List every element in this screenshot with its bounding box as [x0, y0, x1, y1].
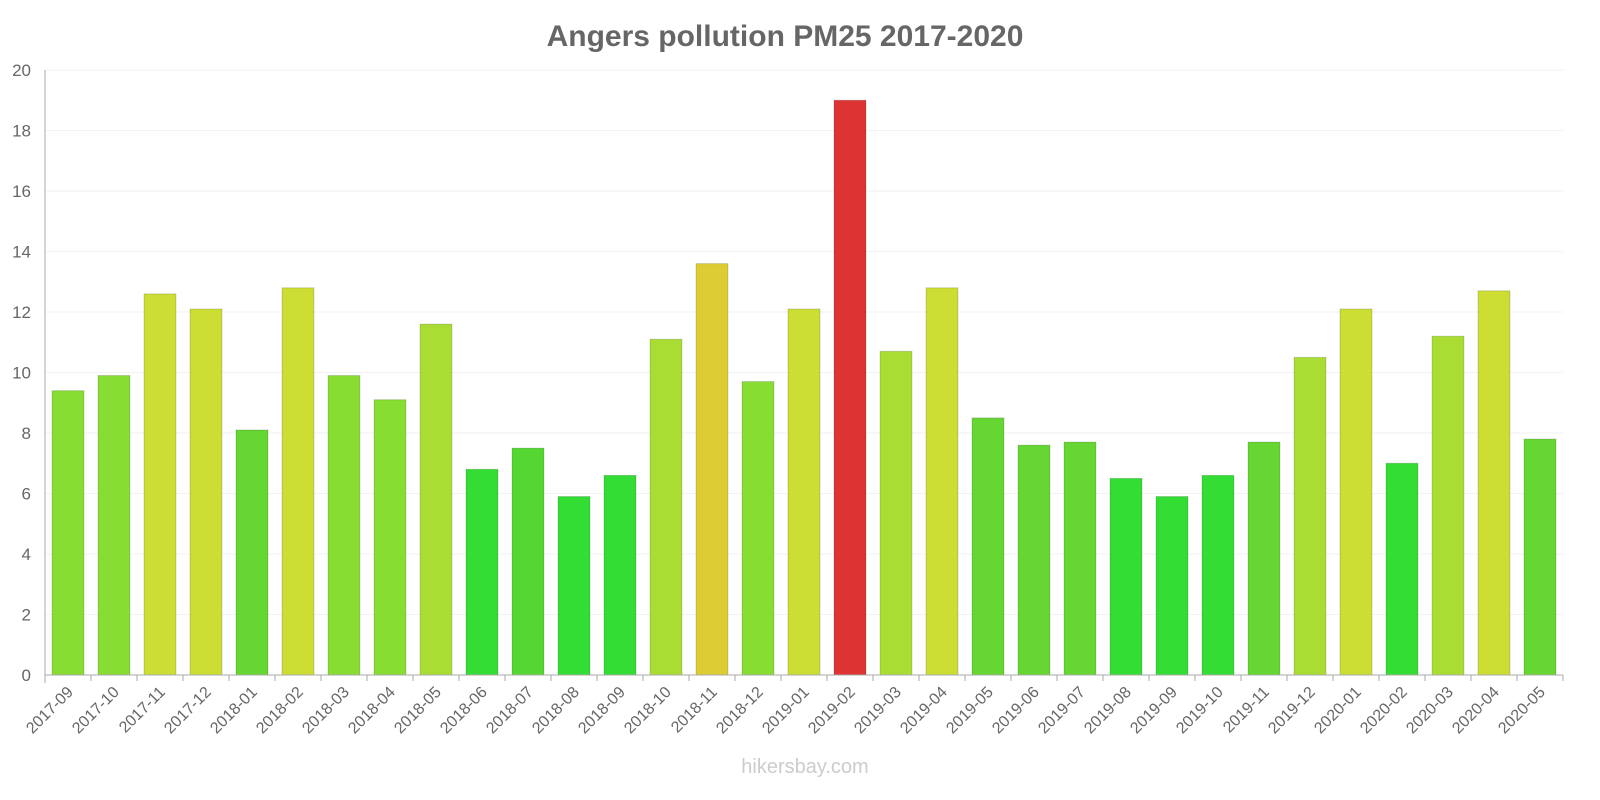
bar-2019-11 [1247, 441, 1281, 676]
x-tick-label: 2019-12 [1265, 684, 1319, 738]
y-tick-label: 0 [22, 666, 31, 685]
x-tick-label: 2019-01 [759, 684, 813, 738]
x-tick-label: 2017-12 [161, 684, 215, 738]
bar-2019-06 [1017, 444, 1051, 676]
x-tick-label: 2019-03 [851, 684, 905, 738]
bar-2020-01 [1339, 308, 1373, 676]
bars [51, 99, 1557, 676]
x-tick-label: 2017-10 [69, 684, 123, 738]
y-tick-label: 12 [12, 303, 31, 322]
x-tick-label: 2018-07 [483, 684, 537, 738]
bar-2019-09 [1155, 496, 1189, 676]
watermark: hikersbay.com [741, 756, 868, 778]
y-tick-label: 6 [22, 485, 31, 504]
x-tick-label: 2018-08 [529, 684, 583, 738]
bar-2018-02 [281, 287, 315, 676]
y-tick-label: 10 [12, 364, 31, 383]
bar-2018-08 [557, 496, 591, 676]
x-tick-label: 2018-05 [391, 684, 445, 738]
x-tick-label: 2020-04 [1449, 684, 1503, 738]
bar-2019-03 [879, 350, 913, 676]
x-tick-label: 2018-01 [207, 684, 261, 738]
bar-2019-12 [1293, 356, 1327, 676]
bar-2018-05 [419, 323, 453, 676]
x-tick-label: 2019-06 [989, 684, 1043, 738]
bar-2017-10 [97, 375, 131, 676]
y-tick-label: 2 [22, 606, 31, 625]
x-tick-label: 2019-04 [897, 684, 951, 738]
y-tick-label: 14 [12, 243, 31, 262]
bar-2019-07 [1063, 441, 1097, 676]
x-tick-label: 2020-05 [1495, 684, 1549, 738]
bar-2019-05 [971, 417, 1005, 676]
x-tick-label: 2019-10 [1173, 684, 1227, 738]
x-tick-label: 2018-09 [575, 684, 629, 738]
bar-2018-12 [741, 381, 775, 676]
bar-2019-08 [1109, 477, 1143, 676]
bar-2017-09 [51, 390, 85, 676]
x-tick-label: 2019-02 [805, 684, 859, 738]
chart-title: Angers pollution PM25 2017-2020 [547, 20, 1024, 53]
y-tick-label: 20 [12, 61, 31, 80]
x-tick-label: 2019-07 [1035, 684, 1089, 738]
bar-2018-06 [465, 468, 499, 676]
bar-2020-04 [1477, 290, 1511, 676]
x-tick-label: 2017-11 [116, 684, 169, 737]
bar-2018-07 [511, 447, 545, 676]
x-tick-label: 2018-11 [668, 684, 721, 737]
bar-2018-03 [327, 375, 361, 676]
y-tick-label: 18 [12, 122, 31, 141]
x-tick-label: 2019-05 [943, 684, 997, 738]
x-tick-label: 2020-03 [1403, 684, 1457, 738]
bar-2020-05 [1523, 438, 1557, 676]
bar-2018-09 [603, 474, 637, 676]
x-tick-label: 2020-02 [1357, 684, 1411, 738]
bar-2019-02 [833, 99, 867, 676]
bar-2019-01 [787, 308, 821, 676]
x-tick-label: 2019-09 [1127, 684, 1181, 738]
bar-2018-10 [649, 338, 683, 676]
bar-2018-04 [373, 399, 407, 676]
bar-2018-01 [235, 429, 269, 676]
x-tick-label: 2018-10 [621, 684, 675, 738]
x-tick-label: 2020-01 [1311, 684, 1365, 738]
y-tick-label: 16 [12, 182, 31, 201]
bar-2017-12 [189, 308, 223, 676]
bar-2017-11 [143, 293, 177, 676]
x-tick-label: 2019-11 [1220, 684, 1273, 737]
x-tick-label: 2018-02 [253, 684, 307, 738]
y-tick-label: 4 [22, 545, 31, 564]
bar-2020-03 [1431, 335, 1465, 676]
bar-2020-02 [1385, 462, 1419, 676]
x-tick-label: 2018-12 [713, 684, 767, 738]
x-tick-label: 2018-03 [299, 684, 353, 738]
bar-2019-04 [925, 287, 959, 676]
bar-2019-10 [1201, 474, 1235, 676]
bar-2018-11 [695, 263, 729, 676]
x-tick-label: 2019-08 [1081, 684, 1135, 738]
y-tick-label: 8 [22, 424, 31, 443]
x-tick-label: 2017-09 [23, 684, 77, 738]
x-tick-label: 2018-06 [437, 684, 491, 738]
x-tick-label: 2018-04 [345, 684, 399, 738]
